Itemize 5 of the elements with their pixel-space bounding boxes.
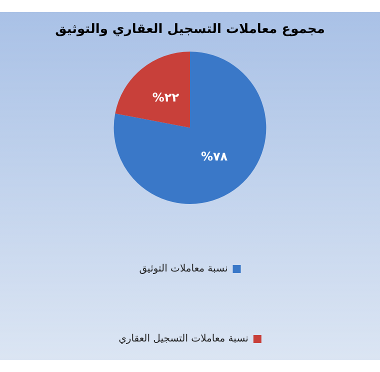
chart-title: مجموع معاملات التسجيل العقاري والتوثيق xyxy=(55,22,325,38)
data-label: %٧٨ xyxy=(200,149,228,164)
legend-label: نسبة معاملات التسجيل العقاري xyxy=(118,334,248,345)
data-label: %٢٢ xyxy=(152,90,180,105)
legend-label: نسبة معاملات التوثيق xyxy=(139,264,228,275)
